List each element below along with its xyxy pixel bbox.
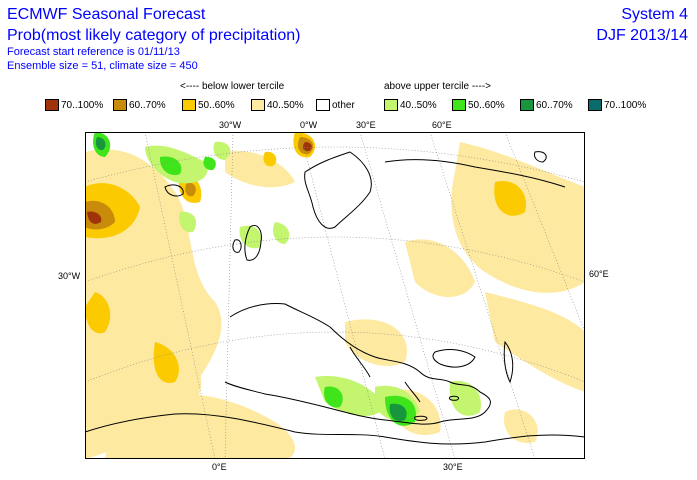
legend-label: 60..70% (536, 99, 573, 111)
legend-swatch (588, 99, 602, 111)
legend-label: 40..50% (400, 99, 437, 111)
legend-item-below-50-60: 50..60% (182, 98, 235, 112)
legend-item-above-60-70: 60..70% (520, 98, 573, 112)
legend-swatch (45, 99, 59, 111)
legend-item-above-40-50: 40..50% (384, 98, 437, 112)
coastlines (85, 151, 585, 445)
legend-item-below-60-70: 60..70% (113, 98, 166, 112)
legend-swatch (113, 99, 127, 111)
season-label: DJF 2013/14 (596, 27, 688, 44)
axis-label-bottom-0e: 0°E (212, 462, 227, 472)
axis-label-right-60e: 60°E (589, 269, 609, 279)
legend-swatch (251, 99, 265, 111)
forecast-start-reference: Forecast start reference is 01/11/13 (7, 46, 180, 58)
forecast-map (85, 132, 585, 459)
axis-label-top-30e: 30°E (356, 120, 376, 130)
axis-label-top-0w: 0°W (300, 120, 318, 130)
legend-label: 50..60% (468, 99, 505, 111)
legend-item-below-70-100: 70..100% (45, 98, 103, 112)
system-label: System 4 (621, 6, 688, 23)
axis-label-top-60e: 60°E (432, 120, 452, 130)
below-lower-tercile-label: <---- below lower tercile (180, 81, 285, 92)
legend-label: 70..100% (604, 99, 647, 111)
legend-label: 60..70% (129, 99, 166, 111)
probability-shading (85, 132, 585, 459)
chart-subtitle: Prob(most likely category of precipitati… (7, 27, 301, 44)
above-upper-tercile-label: above upper tercile ----> (384, 81, 491, 92)
legend-swatch (384, 99, 398, 111)
legend-swatch (182, 99, 196, 111)
legend-label: other (332, 99, 355, 111)
legend-swatch (520, 99, 534, 111)
legend-label: 70..100% (61, 99, 104, 111)
map-frame (85, 132, 585, 459)
graticule (85, 132, 585, 459)
ensemble-info: Ensemble size = 51, climate size = 450 (7, 60, 198, 72)
legend-swatch (316, 99, 330, 111)
axis-label-top-30w: 30°W (219, 120, 242, 130)
legend-item-above-70-100: 70..100% (588, 98, 646, 112)
legend-swatch (452, 99, 466, 111)
legend-item-above-50-60: 50..60% (452, 98, 505, 112)
legend-item-below-40-50: 40..50% (251, 98, 304, 112)
axis-label-left-30w: 30°W (58, 271, 81, 281)
legend-item-other: other (316, 98, 355, 112)
axis-label-bottom-30e: 30°E (443, 462, 463, 472)
chart-title: ECMWF Seasonal Forecast (7, 6, 206, 23)
legend-label: 40..50% (267, 99, 304, 111)
legend-label: 50..60% (198, 99, 235, 111)
